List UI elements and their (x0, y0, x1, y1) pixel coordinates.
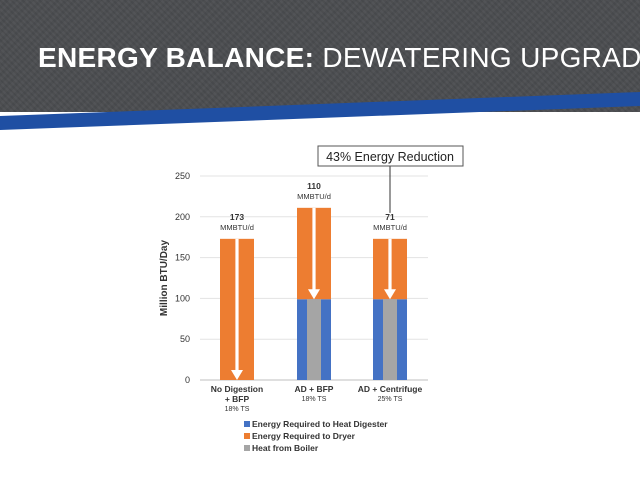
y-tick-label: 250 (175, 171, 190, 181)
net-arrow-head (231, 370, 243, 380)
legend-entry: Heat from Boiler (252, 443, 319, 453)
legend-entry: Energy Required to Dryer (252, 431, 356, 441)
slide-title: ENERGY BALANCE: DEWATERING UPGRADE (38, 42, 640, 74)
legend-swatch (244, 445, 250, 451)
slide-title-light: DEWATERING UPGRADE (322, 42, 640, 73)
callout-text: 43% Energy Reduction (326, 150, 454, 164)
bar-unit-label: MMBTU/d (220, 223, 254, 232)
category-label: AD + Centrifuge (358, 384, 423, 394)
legend-swatch (244, 421, 250, 427)
net-arrow-head (384, 289, 396, 300)
category-label: + BFP (225, 394, 250, 404)
y-tick-label: 200 (175, 212, 190, 222)
bar-unit-label: MMBTU/d (373, 223, 407, 232)
category-sublabel: 18% TS (225, 406, 250, 413)
y-tick-label: 0 (185, 375, 190, 385)
y-axis-label: Million BTU/Day (159, 240, 170, 317)
bar-value-label: 110 (307, 181, 321, 191)
bar-boiler (383, 299, 397, 380)
category-sublabel: 25% TS (378, 396, 403, 403)
net-arrow-head (308, 289, 320, 300)
legend-entry: Energy Required to Heat Digester (252, 419, 388, 429)
bar-value-label: 71 (385, 212, 395, 222)
bar-unit-label: MMBTU/d (297, 192, 331, 201)
category-label: AD + BFP (295, 384, 334, 394)
category-label: No Digestion (211, 384, 263, 394)
header-banner (0, 0, 640, 112)
header-accent-stripe (0, 92, 640, 130)
legend-swatch (244, 433, 250, 439)
y-tick-label: 50 (180, 334, 190, 344)
y-tick-label: 150 (175, 253, 190, 263)
bar-boiler (307, 299, 321, 380)
bar-value-label: 173 (230, 212, 244, 222)
y-tick-label: 100 (175, 293, 190, 303)
callout-box (317, 145, 464, 167)
category-sublabel: 18% TS (302, 396, 327, 403)
slide-title-bold: ENERGY BALANCE: (38, 42, 315, 73)
